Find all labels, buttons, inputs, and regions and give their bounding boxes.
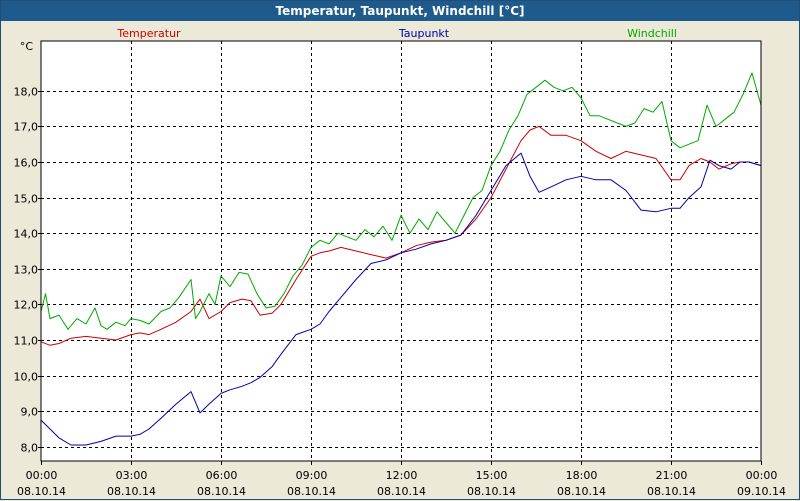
- grid-layer: [41, 41, 761, 461]
- chart-title: Temperatur, Taupunkt, Windchill [°C]: [1, 1, 799, 21]
- x-tick-time-label: 21:00: [656, 469, 688, 482]
- y-tick-label: 18,0: [14, 86, 39, 99]
- x-tick-date-label: 08.10.14: [107, 485, 156, 498]
- x-tick-date-label: 09.10.14: [737, 485, 786, 498]
- x-tick-time-label: 00:00: [26, 469, 58, 482]
- plot-area-border: [40, 40, 762, 462]
- x-tick-time-label: 03:00: [116, 469, 148, 482]
- y-tick-label: 12,0: [14, 299, 39, 312]
- x-tick-time-label: 00:00: [746, 469, 778, 482]
- y-tick-label: 14,0: [14, 228, 39, 241]
- x-tick-time-label: 12:00: [386, 469, 418, 482]
- x-tick-date-label: 08.10.14: [557, 485, 606, 498]
- x-tick-date-label: 08.10.14: [467, 485, 516, 498]
- y-tick-label: 8,0: [21, 442, 39, 455]
- x-tick-date-label: 08.10.14: [17, 485, 66, 498]
- y-tick-label: 17,0: [14, 121, 39, 134]
- axis-layer: 8,0 9,0 10,0 11,0 12,0 13,0 14,0 15,0 16,0 17,0 18…: [14, 86, 786, 499]
- x-tick-time-label: 09:00: [296, 469, 328, 482]
- x-tick-date-label: 08.10.14: [287, 485, 336, 498]
- x-tick-date-label: 08.10.14: [197, 485, 246, 498]
- x-tick-date-label: 08.10.14: [377, 485, 426, 498]
- legend-taupunkt: Taupunkt: [398, 27, 450, 40]
- series-layer: [40, 72, 762, 446]
- x-tick-time-label: 18:00: [566, 469, 598, 482]
- y-tick-label: 15,0: [14, 193, 39, 206]
- legend-temperatur: Temperatur: [116, 27, 181, 40]
- y-tick-label: 13,0: [14, 264, 39, 277]
- x-tick-time-label: 06:00: [206, 469, 238, 482]
- series-line-temperatur: [40, 125, 762, 346]
- legend-windchill: Windchill: [627, 27, 677, 40]
- x-tick-date-label: 08.10.14: [647, 485, 696, 498]
- y-unit-label: °C: [20, 40, 34, 53]
- y-tick-label: 10,0: [14, 371, 39, 384]
- series-line-taupunkt: [40, 152, 762, 446]
- y-tick-label: 9,0: [21, 406, 39, 419]
- y-tick-label: 11,0: [14, 335, 39, 348]
- x-tick-time-label: 15:00: [476, 469, 508, 482]
- series-line-windchill: [40, 72, 762, 330]
- y-tick-label: 16,0: [14, 157, 39, 170]
